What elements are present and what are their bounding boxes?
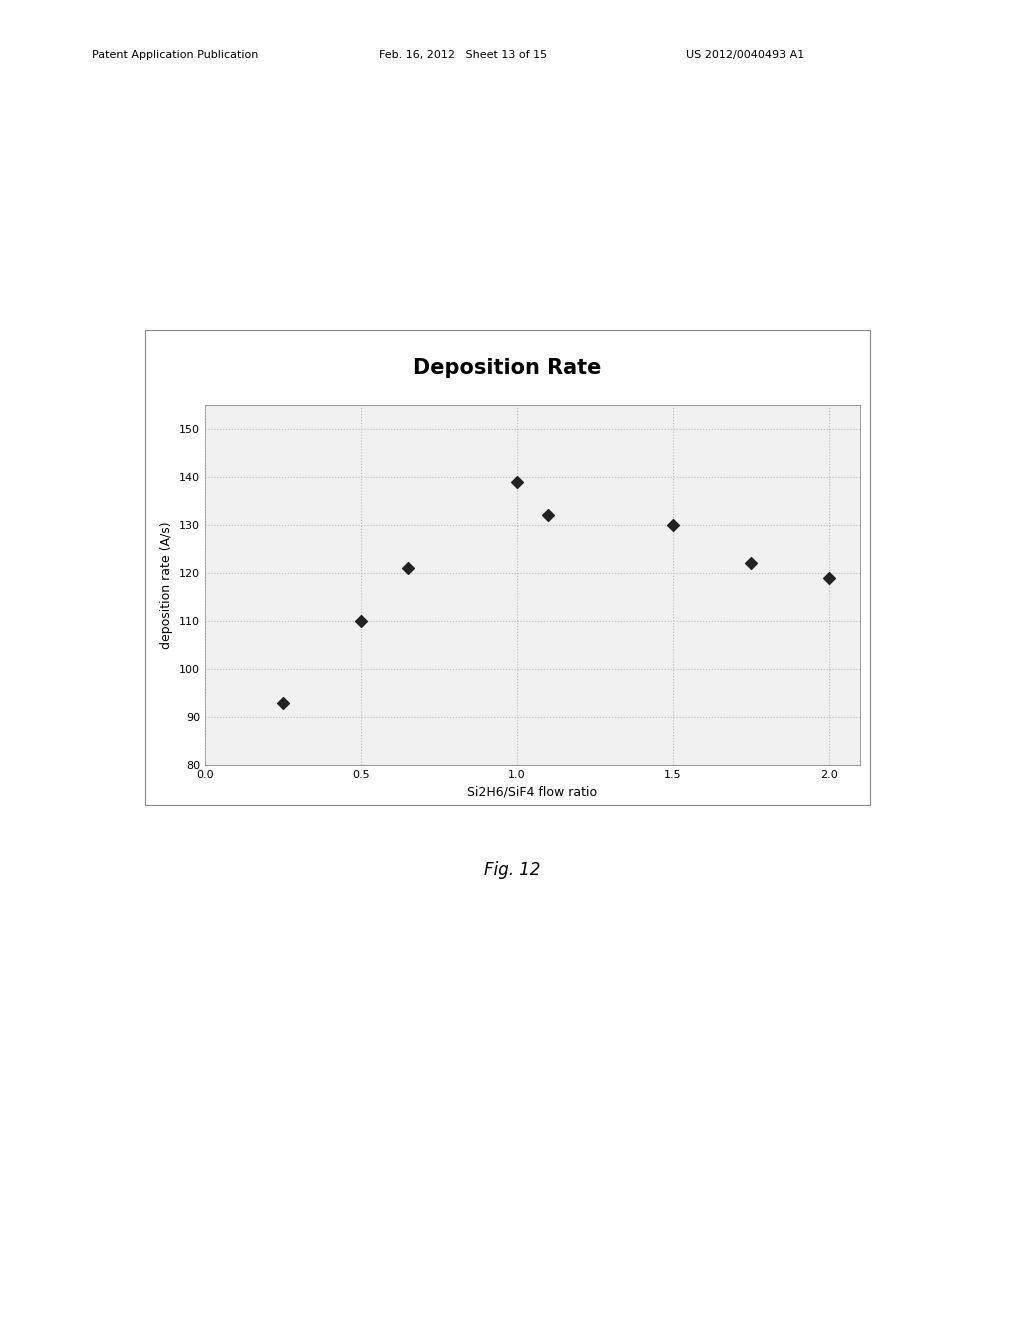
Point xyxy=(509,471,525,492)
Point xyxy=(540,504,556,525)
Y-axis label: deposition rate (A/s): deposition rate (A/s) xyxy=(161,521,173,649)
X-axis label: Si2H6/SiF4 flow ratio: Si2H6/SiF4 flow ratio xyxy=(467,785,598,799)
Text: Feb. 16, 2012   Sheet 13 of 15: Feb. 16, 2012 Sheet 13 of 15 xyxy=(379,50,547,59)
Text: Deposition Rate: Deposition Rate xyxy=(414,358,602,378)
Text: US 2012/0040493 A1: US 2012/0040493 A1 xyxy=(686,50,804,59)
Point xyxy=(399,557,416,578)
Point xyxy=(820,568,837,589)
Point xyxy=(742,553,759,574)
Point xyxy=(352,610,369,631)
Point xyxy=(274,692,291,713)
Text: Patent Application Publication: Patent Application Publication xyxy=(92,50,258,59)
Point xyxy=(665,515,681,536)
Text: Fig. 12: Fig. 12 xyxy=(483,861,541,879)
